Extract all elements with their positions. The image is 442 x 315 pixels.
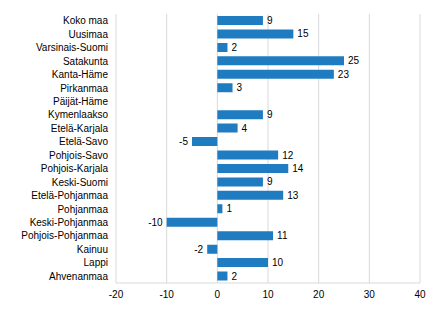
svg-text:2: 2: [231, 271, 237, 282]
svg-text:4: 4: [242, 123, 248, 134]
svg-text:14: 14: [292, 163, 304, 174]
svg-text:3: 3: [237, 82, 243, 93]
svg-text:Etelä-Pohjanmaa: Etelä-Pohjanmaa: [31, 190, 108, 201]
svg-text:Kymenlaakso: Kymenlaakso: [48, 109, 108, 120]
svg-text:Kainuu: Kainuu: [77, 244, 108, 255]
svg-text:Etelä-Savo: Etelä-Savo: [59, 136, 108, 147]
svg-text:Kanta-Häme: Kanta-Häme: [52, 69, 109, 80]
svg-text:-20: -20: [109, 289, 124, 300]
svg-text:-5: -5: [179, 136, 188, 147]
svg-text:9: 9: [267, 15, 273, 26]
svg-text:15: 15: [297, 28, 309, 39]
svg-text:Koko maa: Koko maa: [63, 15, 108, 26]
svg-text:Etelä-Karjala: Etelä-Karjala: [51, 123, 109, 134]
svg-text:-10: -10: [148, 217, 163, 228]
svg-text:0: 0: [215, 289, 221, 300]
svg-text:Varsinais-Suomi: Varsinais-Suomi: [36, 42, 108, 53]
svg-text:12: 12: [282, 150, 294, 161]
svg-text:9: 9: [267, 109, 273, 120]
svg-text:Satakunta: Satakunta: [63, 56, 108, 67]
svg-text:20: 20: [313, 289, 325, 300]
svg-text:10: 10: [272, 257, 284, 268]
svg-text:11: 11: [277, 230, 288, 241]
svg-text:Päijät-Häme: Päijät-Häme: [53, 96, 108, 107]
svg-text:25: 25: [348, 55, 360, 66]
svg-text:Uusimaa: Uusimaa: [69, 29, 109, 40]
svg-text:2: 2: [231, 42, 237, 53]
svg-text:Keski-Suomi: Keski-Suomi: [52, 177, 108, 188]
svg-text:23: 23: [338, 69, 350, 80]
svg-text:Pohjanmaa: Pohjanmaa: [57, 204, 108, 215]
svg-text:-2: -2: [194, 244, 203, 255]
svg-text:Ahvenanmaa: Ahvenanmaa: [49, 271, 108, 282]
svg-text:Keski-Pohjanmaa: Keski-Pohjanmaa: [30, 217, 109, 228]
svg-text:Pohjois-Karjala: Pohjois-Karjala: [41, 163, 109, 174]
svg-text:40: 40: [414, 289, 426, 300]
svg-text:Pirkanmaa: Pirkanmaa: [60, 83, 108, 94]
svg-text:10: 10: [262, 289, 274, 300]
svg-text:30: 30: [364, 289, 376, 300]
svg-text:9: 9: [267, 176, 273, 187]
svg-text:1: 1: [226, 203, 232, 214]
svg-text:Pohjois-Savo: Pohjois-Savo: [49, 150, 108, 161]
svg-text:-10: -10: [159, 289, 174, 300]
svg-text:Lappi: Lappi: [84, 257, 108, 268]
svg-text:13: 13: [287, 190, 299, 201]
svg-text:Pohjois-Pohjanmaa: Pohjois-Pohjanmaa: [21, 230, 108, 241]
